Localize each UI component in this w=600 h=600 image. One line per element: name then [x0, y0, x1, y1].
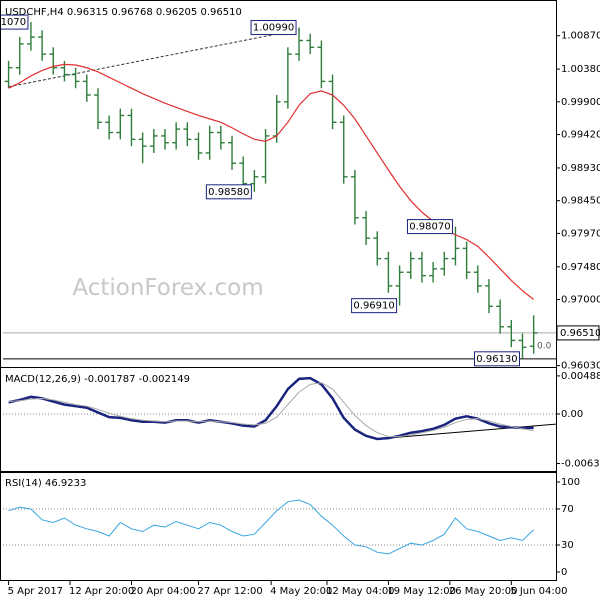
annotation-label: 1.01070	[0, 17, 26, 28]
y-tick-label: 1.00870	[561, 31, 600, 42]
y-tick-label: 0.99420	[561, 130, 600, 141]
panel-frame	[0, 0, 557, 368]
y-tick-label: 1.00380	[561, 64, 600, 75]
y-tick-label: 0.97000	[561, 295, 600, 306]
annotation-label: 1.00990	[253, 23, 294, 34]
y-tick-label: 0.96030	[561, 361, 600, 372]
annotation-box	[250, 20, 297, 36]
y-tick-label: 0.98930	[561, 163, 600, 174]
panel: ActionForex.com 1.01070 1.00990 0.98580 0.96…	[0, 14, 556, 367]
annotation-box	[0, 14, 29, 30]
annotation-box	[351, 298, 398, 314]
x-tick-label: 5 Jun 04:00	[510, 586, 567, 597]
trendline	[377, 423, 557, 440]
trendline	[8, 29, 300, 88]
indicator-line	[8, 382, 534, 438]
panel-frame	[0, 367, 557, 473]
y-tick-label: 0.97970	[561, 228, 600, 239]
fib-label: 0.0	[537, 341, 552, 351]
y-tick-label: 0	[561, 567, 567, 578]
panel	[3, 376, 557, 441]
panel-title: RSI(14) 46.9233	[5, 478, 86, 489]
panel-frame	[0, 471, 557, 581]
annotation-box	[473, 351, 520, 367]
annotation-box	[205, 184, 252, 200]
panel-title: USDCHF,H4 0.96315 0.96768 0.96205 0.9651…	[5, 7, 242, 18]
last-price-box	[556, 325, 600, 341]
y-tick-label: 70	[561, 504, 574, 515]
x-tick-label: 19 May 12:00	[387, 586, 456, 597]
x-tick-label: 12 May 04:00	[326, 586, 395, 597]
y-tick-label: 30	[561, 540, 574, 551]
y-tick-label: 0.99900	[561, 97, 600, 108]
y-tick-label: 0.004883	[561, 371, 600, 382]
annotation-label: 0.98070	[409, 222, 450, 233]
last-price-label: 0.96510	[560, 328, 600, 339]
x-tick-label: 12 Apr 20:00	[69, 586, 134, 597]
y-tick-label: 100	[561, 477, 580, 488]
y-tick-label: 0.97480	[561, 262, 600, 273]
panel	[3, 499, 556, 555]
x-tick-label: 20 Apr 04:00	[130, 586, 195, 597]
x-tick-label: 5 Apr 2017	[8, 586, 63, 597]
x-tick-label: 27 Apr 12:00	[198, 586, 263, 597]
watermark: ActionForex.com	[72, 275, 263, 301]
annotation-box	[406, 219, 453, 235]
annotation-label: 0.98580	[208, 187, 249, 198]
indicator-line	[8, 499, 535, 555]
annotation-label: 0.96130	[476, 354, 517, 365]
annotation-label: 0.96910	[353, 301, 394, 312]
y-tick-label: 0.00	[561, 409, 583, 420]
x-tick-label: 4 May 20:00	[270, 586, 332, 597]
panel-title: MACD(12,26,9) -0.001787 -0.002149	[5, 374, 190, 385]
y-tick-label: 0.98450	[561, 196, 600, 207]
x-tick-label: 26 May 20:00	[449, 586, 518, 597]
indicator-line	[8, 376, 534, 441]
y-tick-label: -0.006354	[561, 459, 600, 470]
